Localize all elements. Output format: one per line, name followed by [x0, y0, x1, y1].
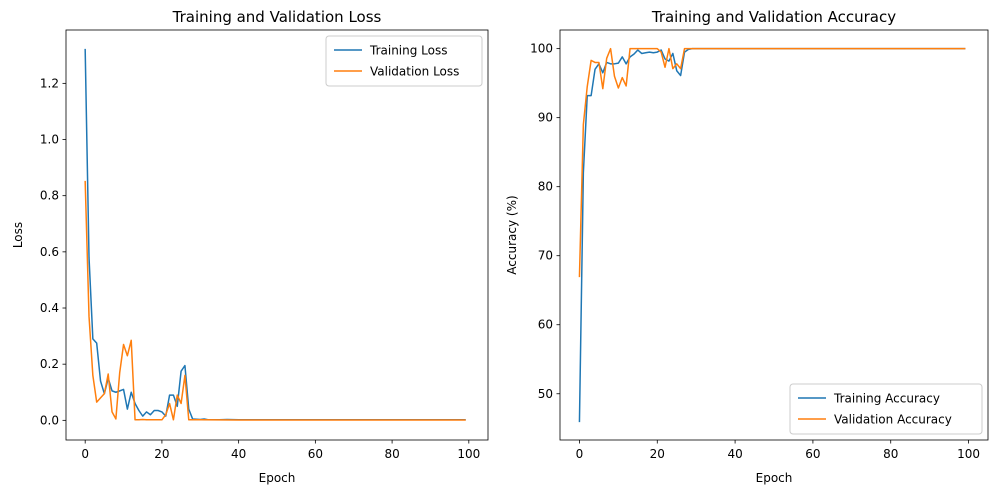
accuracy-x-tick-label: 80 [883, 447, 898, 461]
accuracy-x-tick-label: 0 [576, 447, 584, 461]
loss-x-tick-label: 40 [231, 447, 246, 461]
loss-x-ticks: 0 20 40 60 80 100 [81, 440, 480, 461]
loss-y-tick-label: 0.6 [40, 245, 59, 259]
accuracy-legend: Training Accuracy Validation Accuracy [789, 383, 983, 435]
loss-x-tick-label: 0 [81, 447, 89, 461]
accuracy-x-ticks: 0 20 40 60 80 100 [576, 440, 980, 461]
accuracy-plot-area [578, 47, 966, 423]
loss-x-axis-label: Epoch [259, 471, 296, 485]
loss-y-ticks: 0.0 0.2 0.4 0.6 0.8 1.0 1.2 [40, 76, 66, 427]
accuracy-chart-title: Training and Validation Accuracy [651, 8, 896, 26]
loss-x-tick-label: 100 [457, 447, 480, 461]
accuracy-legend-label: Training Accuracy [833, 392, 940, 406]
loss-x-tick-label: 80 [384, 447, 399, 461]
accuracy-lines [578, 47, 966, 423]
accuracy-y-tick-label: 80 [538, 180, 553, 194]
loss-legend-label: Training Loss [369, 44, 447, 58]
accuracy-x-tick-label: 40 [727, 447, 742, 461]
accuracy-axes-frame [559, 29, 989, 441]
loss-legend: Training Loss Validation Loss [325, 35, 483, 87]
loss-chart: 0 20 40 60 80 100 0.0 0.2 0.4 0.6 0.8 1.0 1.2 Train… [11, 8, 489, 485]
accuracy-x-tick-label: 20 [650, 447, 665, 461]
loss-y-tick-label: 0.0 [40, 413, 59, 427]
loss-plot-area [84, 48, 466, 421]
loss-series-line-2 [84, 180, 466, 421]
loss-legend-label: Validation Loss [370, 65, 459, 79]
accuracy-x-tick-label: 100 [957, 447, 980, 461]
loss-legend-box [325, 35, 483, 87]
accuracy-legend-label: Validation Accuracy [834, 413, 952, 427]
accuracy-y-tick-label: 50 [538, 387, 553, 401]
loss-chart-title: Training and Validation Loss [172, 8, 382, 26]
accuracy-y-tick-label: 90 [538, 111, 553, 125]
loss-y-tick-label: 0.2 [40, 357, 59, 371]
accuracy-chart: 0 20 40 60 80 100 50 60 70 80 90 100 Training and … [505, 8, 989, 485]
accuracy-x-tick-label: 60 [805, 447, 820, 461]
accuracy-legend-box [789, 383, 983, 435]
loss-y-tick-label: 0.4 [40, 301, 59, 315]
loss-x-tick-label: 20 [154, 447, 169, 461]
accuracy-x-axis-label: Epoch [756, 471, 793, 485]
accuracy-y-axis-label: Accuracy (%) [505, 195, 519, 274]
loss-y-tick-label: 1.2 [40, 76, 59, 90]
accuracy-y-tick-label: 70 [538, 249, 553, 263]
loss-x-tick-label: 60 [308, 447, 323, 461]
accuracy-y-tick-label: 100 [530, 42, 553, 56]
loss-y-tick-label: 0.8 [40, 189, 59, 203]
accuracy-y-tick-label: 60 [538, 318, 553, 332]
accuracy-y-ticks: 50 60 70 80 90 100 [530, 42, 560, 401]
loss-lines [84, 48, 466, 421]
loss-y-tick-label: 1.0 [40, 133, 59, 147]
loss-y-axis-label: Loss [11, 222, 25, 248]
loss-axes-frame [65, 29, 489, 441]
accuracy-series-line-2 [578, 47, 966, 278]
